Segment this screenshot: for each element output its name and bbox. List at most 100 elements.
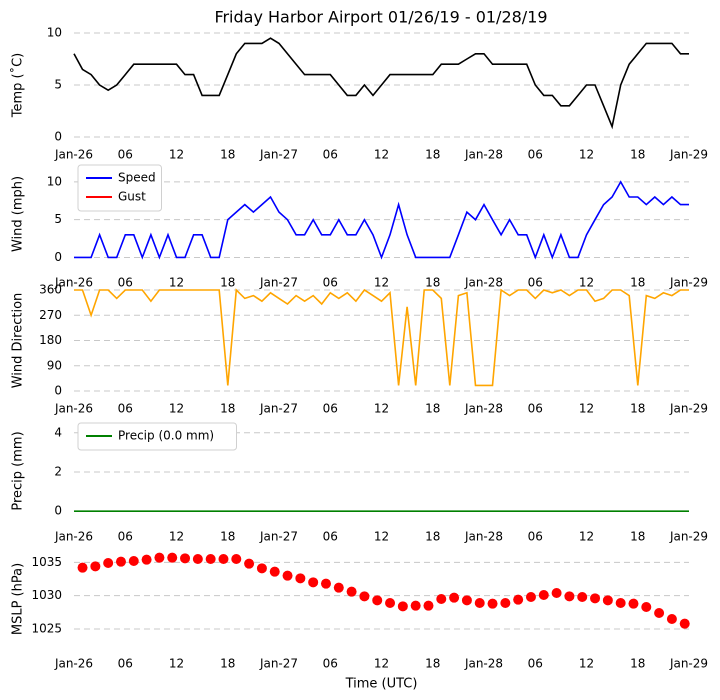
x-tick-label: Jan-28 <box>464 276 503 290</box>
x-tick-label: Jan-26 <box>54 276 93 290</box>
x-tick-label: Jan-27 <box>259 276 298 290</box>
x-tick-label: Jan-26 <box>54 148 93 162</box>
x-tick-label: Jan-29 <box>669 402 708 416</box>
legend-label: Precip (0.0 mm) <box>118 429 214 443</box>
y-axis-label: Precip (mm) <box>11 431 26 510</box>
legend-label: Gust <box>118 190 146 204</box>
point <box>577 592 588 602</box>
point <box>333 582 344 593</box>
x-tick-label: 18 <box>630 402 645 416</box>
x-tick-label: 18 <box>425 530 440 544</box>
point <box>436 594 447 604</box>
y-tick-label: 180 <box>39 333 62 347</box>
x-tick-label: Jan-26 <box>54 657 93 671</box>
y-tick-label: 5 <box>54 212 62 226</box>
legend-label: Speed <box>118 171 156 185</box>
y-tick-label: 0 <box>54 384 62 398</box>
y-tick-label: 2 <box>54 464 62 478</box>
point <box>308 577 319 588</box>
point <box>141 554 152 565</box>
x-tick-label: 06 <box>323 276 338 290</box>
point <box>282 570 293 581</box>
y-tick-label: 90 <box>47 358 62 372</box>
x-tick-label: 18 <box>220 657 235 671</box>
point <box>641 602 652 612</box>
y-axis-label: Temp (˚C) <box>10 53 26 119</box>
x-tick-label: Jan-29 <box>669 530 708 544</box>
legend-box <box>77 164 162 212</box>
x-tick-label: 06 <box>528 402 543 416</box>
y-tick-label: 10 <box>47 174 62 188</box>
point <box>590 593 601 604</box>
x-tick-label: 12 <box>374 276 389 290</box>
x-tick-label: 18 <box>425 148 440 162</box>
point <box>269 566 280 577</box>
y-tick-label: 0 <box>54 250 62 264</box>
point <box>154 552 165 563</box>
point <box>231 554 242 564</box>
y-axis-label: Wind (mph) <box>11 176 26 252</box>
point <box>77 562 88 573</box>
x-tick-label: 06 <box>323 402 338 416</box>
y-tick-label: 5 <box>54 78 62 92</box>
y-tick-label: 270 <box>39 308 62 322</box>
series-line <box>73 37 689 130</box>
x-tick-label: Jan-29 <box>669 148 708 162</box>
x-tick-label: 12 <box>579 148 594 162</box>
y-tick-label: 1030 <box>31 588 62 602</box>
x-tick-label: 06 <box>323 148 338 162</box>
x-tick-label: 12 <box>169 148 184 162</box>
y-axis-label: Wind Direction <box>11 293 26 389</box>
point <box>320 578 331 589</box>
y-tick-label: 0 <box>54 504 62 518</box>
x-tick-label: 18 <box>630 276 645 290</box>
point <box>461 595 472 606</box>
x-tick-label: 06 <box>528 276 543 290</box>
x-tick-label: 18 <box>220 276 235 290</box>
x-tick-label: 12 <box>579 530 594 544</box>
point <box>474 598 485 608</box>
legend-box <box>77 422 237 451</box>
x-tick-label: 12 <box>374 657 389 671</box>
x-tick-label: 18 <box>630 657 645 671</box>
x-tick-label: 12 <box>374 148 389 162</box>
point <box>346 586 357 597</box>
y-tick-label: 0 <box>54 130 62 144</box>
x-tick-label: Jan-28 <box>464 530 503 544</box>
x-tick-label: 18 <box>220 148 235 162</box>
x-tick-label: Jan-29 <box>669 657 708 671</box>
point <box>115 556 126 567</box>
point <box>397 601 408 612</box>
point <box>538 590 549 600</box>
x-tick-label: 18 <box>220 402 235 416</box>
point <box>385 598 396 608</box>
point <box>295 573 306 584</box>
point <box>513 594 524 605</box>
point <box>90 561 101 572</box>
x-tick-label: 12 <box>579 657 594 671</box>
legend: Speed Gust <box>77 164 162 212</box>
point <box>615 598 626 608</box>
x-tick-label: 06 <box>118 402 133 416</box>
point <box>628 598 639 609</box>
x-tick-label: Jan-26 <box>54 402 93 416</box>
point <box>256 563 267 574</box>
x-tick-label: Jan-28 <box>464 402 503 416</box>
point <box>551 588 562 598</box>
point <box>666 614 677 624</box>
y-tick-label: 1035 <box>31 555 62 569</box>
x-tick-label: 06 <box>323 530 338 544</box>
x-tick-label: Jan-29 <box>669 276 708 290</box>
point <box>564 591 575 602</box>
point <box>103 558 114 568</box>
point <box>410 600 421 611</box>
point <box>192 554 203 564</box>
x-tick-label: 12 <box>374 530 389 544</box>
point <box>244 558 255 569</box>
x-tick-label: 06 <box>323 657 338 671</box>
x-tick-label: 06 <box>118 148 133 162</box>
x-tick-label: Jan-27 <box>259 657 298 671</box>
series-line <box>74 180 689 260</box>
x-tick-label: 12 <box>374 402 389 416</box>
x-tick-label: Jan-27 <box>259 402 298 416</box>
